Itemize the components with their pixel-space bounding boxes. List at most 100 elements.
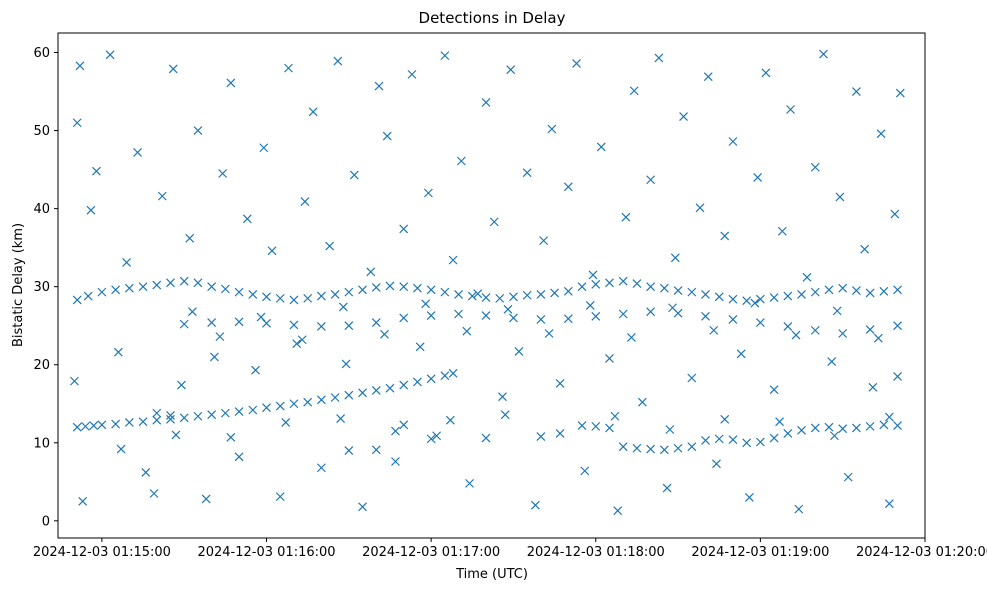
data-point [421, 299, 431, 309]
data-point [605, 423, 614, 433]
data-point [876, 129, 886, 139]
data-point [75, 61, 85, 71]
data-point [783, 291, 793, 301]
plot-area-frame [57, 32, 926, 539]
data-point [289, 399, 299, 409]
data-point [646, 444, 656, 454]
data-point [810, 325, 820, 335]
data-point [179, 319, 189, 329]
y-tick-label: 10 [33, 436, 50, 451]
data-point [843, 472, 853, 482]
data-point [827, 357, 837, 367]
data-point [895, 88, 905, 98]
data-point [188, 307, 197, 317]
data-point [522, 290, 532, 300]
x-tick-label: 2024-12-03 01:16:00 [197, 545, 335, 560]
data-point [124, 418, 134, 427]
data-point [149, 489, 159, 498]
data-point [563, 286, 573, 296]
data-point [742, 296, 752, 306]
data-point [659, 445, 669, 455]
data-point [177, 380, 186, 390]
data-point [509, 313, 518, 323]
data-point [714, 434, 724, 444]
data-point [281, 418, 291, 427]
data-point [97, 420, 107, 430]
data-point [851, 286, 861, 295]
x-axis-label: Time (UTC) [455, 567, 528, 582]
data-point [226, 78, 236, 88]
data-point [860, 244, 870, 254]
data-point [179, 413, 189, 423]
data-point [86, 205, 96, 215]
data-point [83, 291, 93, 301]
data-point [138, 282, 148, 292]
data-point [605, 278, 614, 288]
data-point [371, 386, 381, 395]
data-point [338, 302, 348, 312]
data-point [514, 347, 524, 356]
data-point [399, 380, 409, 390]
y-tick-label: 20 [33, 358, 50, 373]
data-point [426, 311, 436, 320]
data-point [220, 284, 230, 294]
data-point [591, 421, 601, 431]
data-point [865, 288, 875, 298]
data-point [868, 382, 878, 392]
x-axis-ticks: 2024-12-03 01:15:00 2024-12-03 01:16:00 20… [33, 538, 987, 560]
data-point [654, 53, 664, 63]
data-point [218, 169, 228, 178]
y-axis-label: Bistatic Delay (km) [11, 223, 26, 347]
data-point [830, 431, 839, 441]
data-point [248, 290, 258, 299]
data-point [662, 483, 672, 493]
data-point [89, 421, 99, 431]
data-point [596, 142, 606, 152]
data-point [385, 383, 395, 393]
data-point [851, 423, 861, 433]
data-point [695, 203, 705, 213]
data-point [138, 417, 148, 427]
data-point [152, 280, 162, 290]
data-point [113, 347, 123, 357]
data-point [399, 224, 409, 234]
data-point [610, 411, 620, 421]
data-point [481, 433, 491, 443]
data-point [111, 285, 121, 295]
data-point [454, 290, 464, 299]
data-point [234, 317, 244, 327]
data-point [297, 335, 307, 345]
data-point [371, 445, 381, 455]
data-point [786, 105, 795, 114]
data-point [215, 332, 225, 342]
data-point [234, 452, 244, 462]
data-point [495, 293, 505, 303]
data-point [627, 332, 636, 342]
y-tick-label: 0 [42, 514, 50, 529]
y-tick-label: 30 [33, 280, 50, 295]
data-point [308, 107, 318, 117]
data-point [506, 65, 516, 75]
data-point [152, 408, 162, 418]
data-points [70, 49, 905, 516]
y-tick-label: 50 [33, 124, 50, 139]
data-point [714, 292, 724, 302]
data-point [797, 425, 806, 435]
data-point [605, 354, 614, 363]
data-point [832, 306, 842, 316]
data-point [330, 393, 340, 402]
data-point [720, 414, 730, 424]
data-point [412, 283, 422, 293]
data-point [462, 326, 472, 336]
data-point [588, 270, 598, 280]
data-point [547, 124, 557, 134]
data-point [344, 446, 354, 456]
data-point [668, 303, 678, 313]
data-point [618, 276, 628, 286]
data-point [426, 374, 436, 384]
data-point [613, 506, 623, 516]
data-point [646, 175, 656, 185]
data-point [673, 286, 683, 295]
data-point [284, 63, 293, 73]
